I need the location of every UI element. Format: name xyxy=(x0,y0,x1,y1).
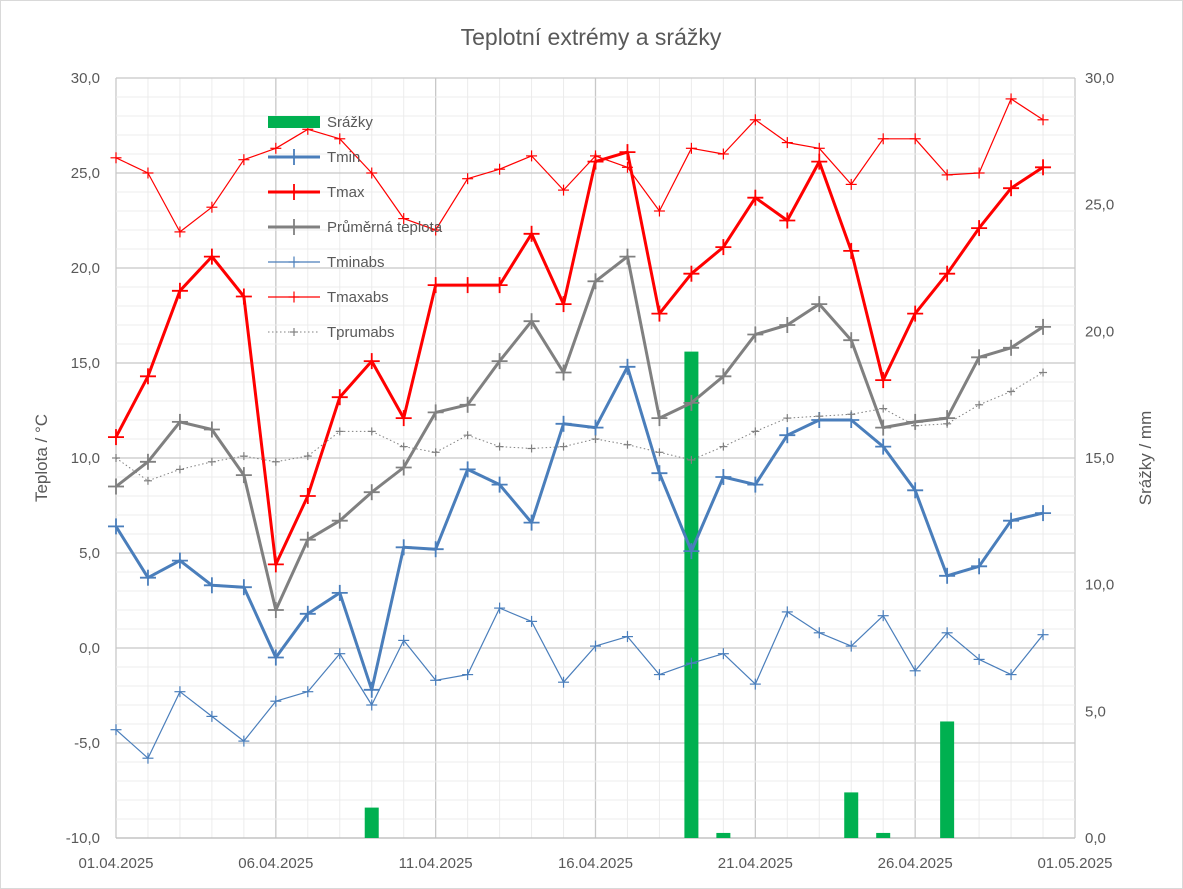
y-tick-label: 30,0 xyxy=(71,70,100,87)
precip-bar xyxy=(716,832,731,838)
precip-bar xyxy=(684,351,699,838)
precip-bar xyxy=(940,721,955,838)
series-line-pr-m-rn-teplota xyxy=(115,255,1044,612)
y2-tick-label: 15,0 xyxy=(1085,450,1114,467)
legend-label: Průměrná teplota xyxy=(327,219,443,236)
y-tick-label: 20,0 xyxy=(71,260,100,277)
legend: Srážky Tmin Tmax Průměrná teplota Tminabs Tma… xyxy=(268,114,443,341)
series-line-tmax xyxy=(114,150,1044,566)
x-tick-label: 16.04.2025 xyxy=(558,855,633,872)
y-tick-label: 0,0 xyxy=(79,640,100,657)
y-tick-label: -5,0 xyxy=(74,735,100,752)
x-tick-label: 01.05.2025 xyxy=(1037,855,1112,872)
series-line-tminabs xyxy=(115,607,1044,759)
x-tick-label: 06.04.2025 xyxy=(238,855,313,872)
y2-tick-label: 20,0 xyxy=(1085,323,1114,340)
precip-bar xyxy=(364,807,379,838)
legend-swatch-bar xyxy=(268,116,320,128)
series-lines xyxy=(108,93,1052,764)
x-tick-label: 26.04.2025 xyxy=(878,855,953,872)
y2-tick-label: 25,0 xyxy=(1085,197,1114,214)
precip-bar xyxy=(876,832,891,838)
y2-tick-label: 30,0 xyxy=(1085,70,1114,87)
x-tick-label: 11.04.2025 xyxy=(399,855,473,872)
y-axis-title: Teplota / °C xyxy=(32,414,51,502)
legend-label: Tmax xyxy=(327,184,365,201)
x-tick-label: 01.04.2025 xyxy=(78,855,153,872)
y-tick-label: 5,0 xyxy=(79,545,100,562)
y-tick-label: -10,0 xyxy=(66,830,100,847)
precipitation-bars xyxy=(364,351,955,838)
grid xyxy=(115,77,1076,839)
legend-label: Tminabs xyxy=(327,254,385,271)
chart-title: Teplotní extrémy a srážky xyxy=(461,24,722,50)
y2-tick-label: 0,0 xyxy=(1085,830,1106,847)
y-tick-label: 10,0 xyxy=(71,450,100,467)
y2-tick-label: 10,0 xyxy=(1085,577,1114,594)
y-tick-label: 25,0 xyxy=(71,165,100,182)
x-tick-label: 21.04.2025 xyxy=(718,855,793,872)
precip-bar xyxy=(844,792,859,838)
series-line-tprumabs xyxy=(115,372,1044,482)
legend-label: Srážky xyxy=(327,114,373,131)
legend-label: Tmin xyxy=(327,149,360,166)
y2-axis-title: Srážky / mm xyxy=(1136,411,1155,505)
y-tick-label: 15,0 xyxy=(71,355,100,372)
legend-label: Tmaxabs xyxy=(327,289,389,306)
series-line-tmin xyxy=(114,365,1044,692)
y2-tick-label: 5,0 xyxy=(1085,703,1106,720)
legend-label: Tprumabs xyxy=(327,324,395,341)
tick-labels: -10,0 -5,0 0,0 5,0 10,0 15,0 20,0 25,0 30,0 0,0 5,… xyxy=(66,70,1114,872)
